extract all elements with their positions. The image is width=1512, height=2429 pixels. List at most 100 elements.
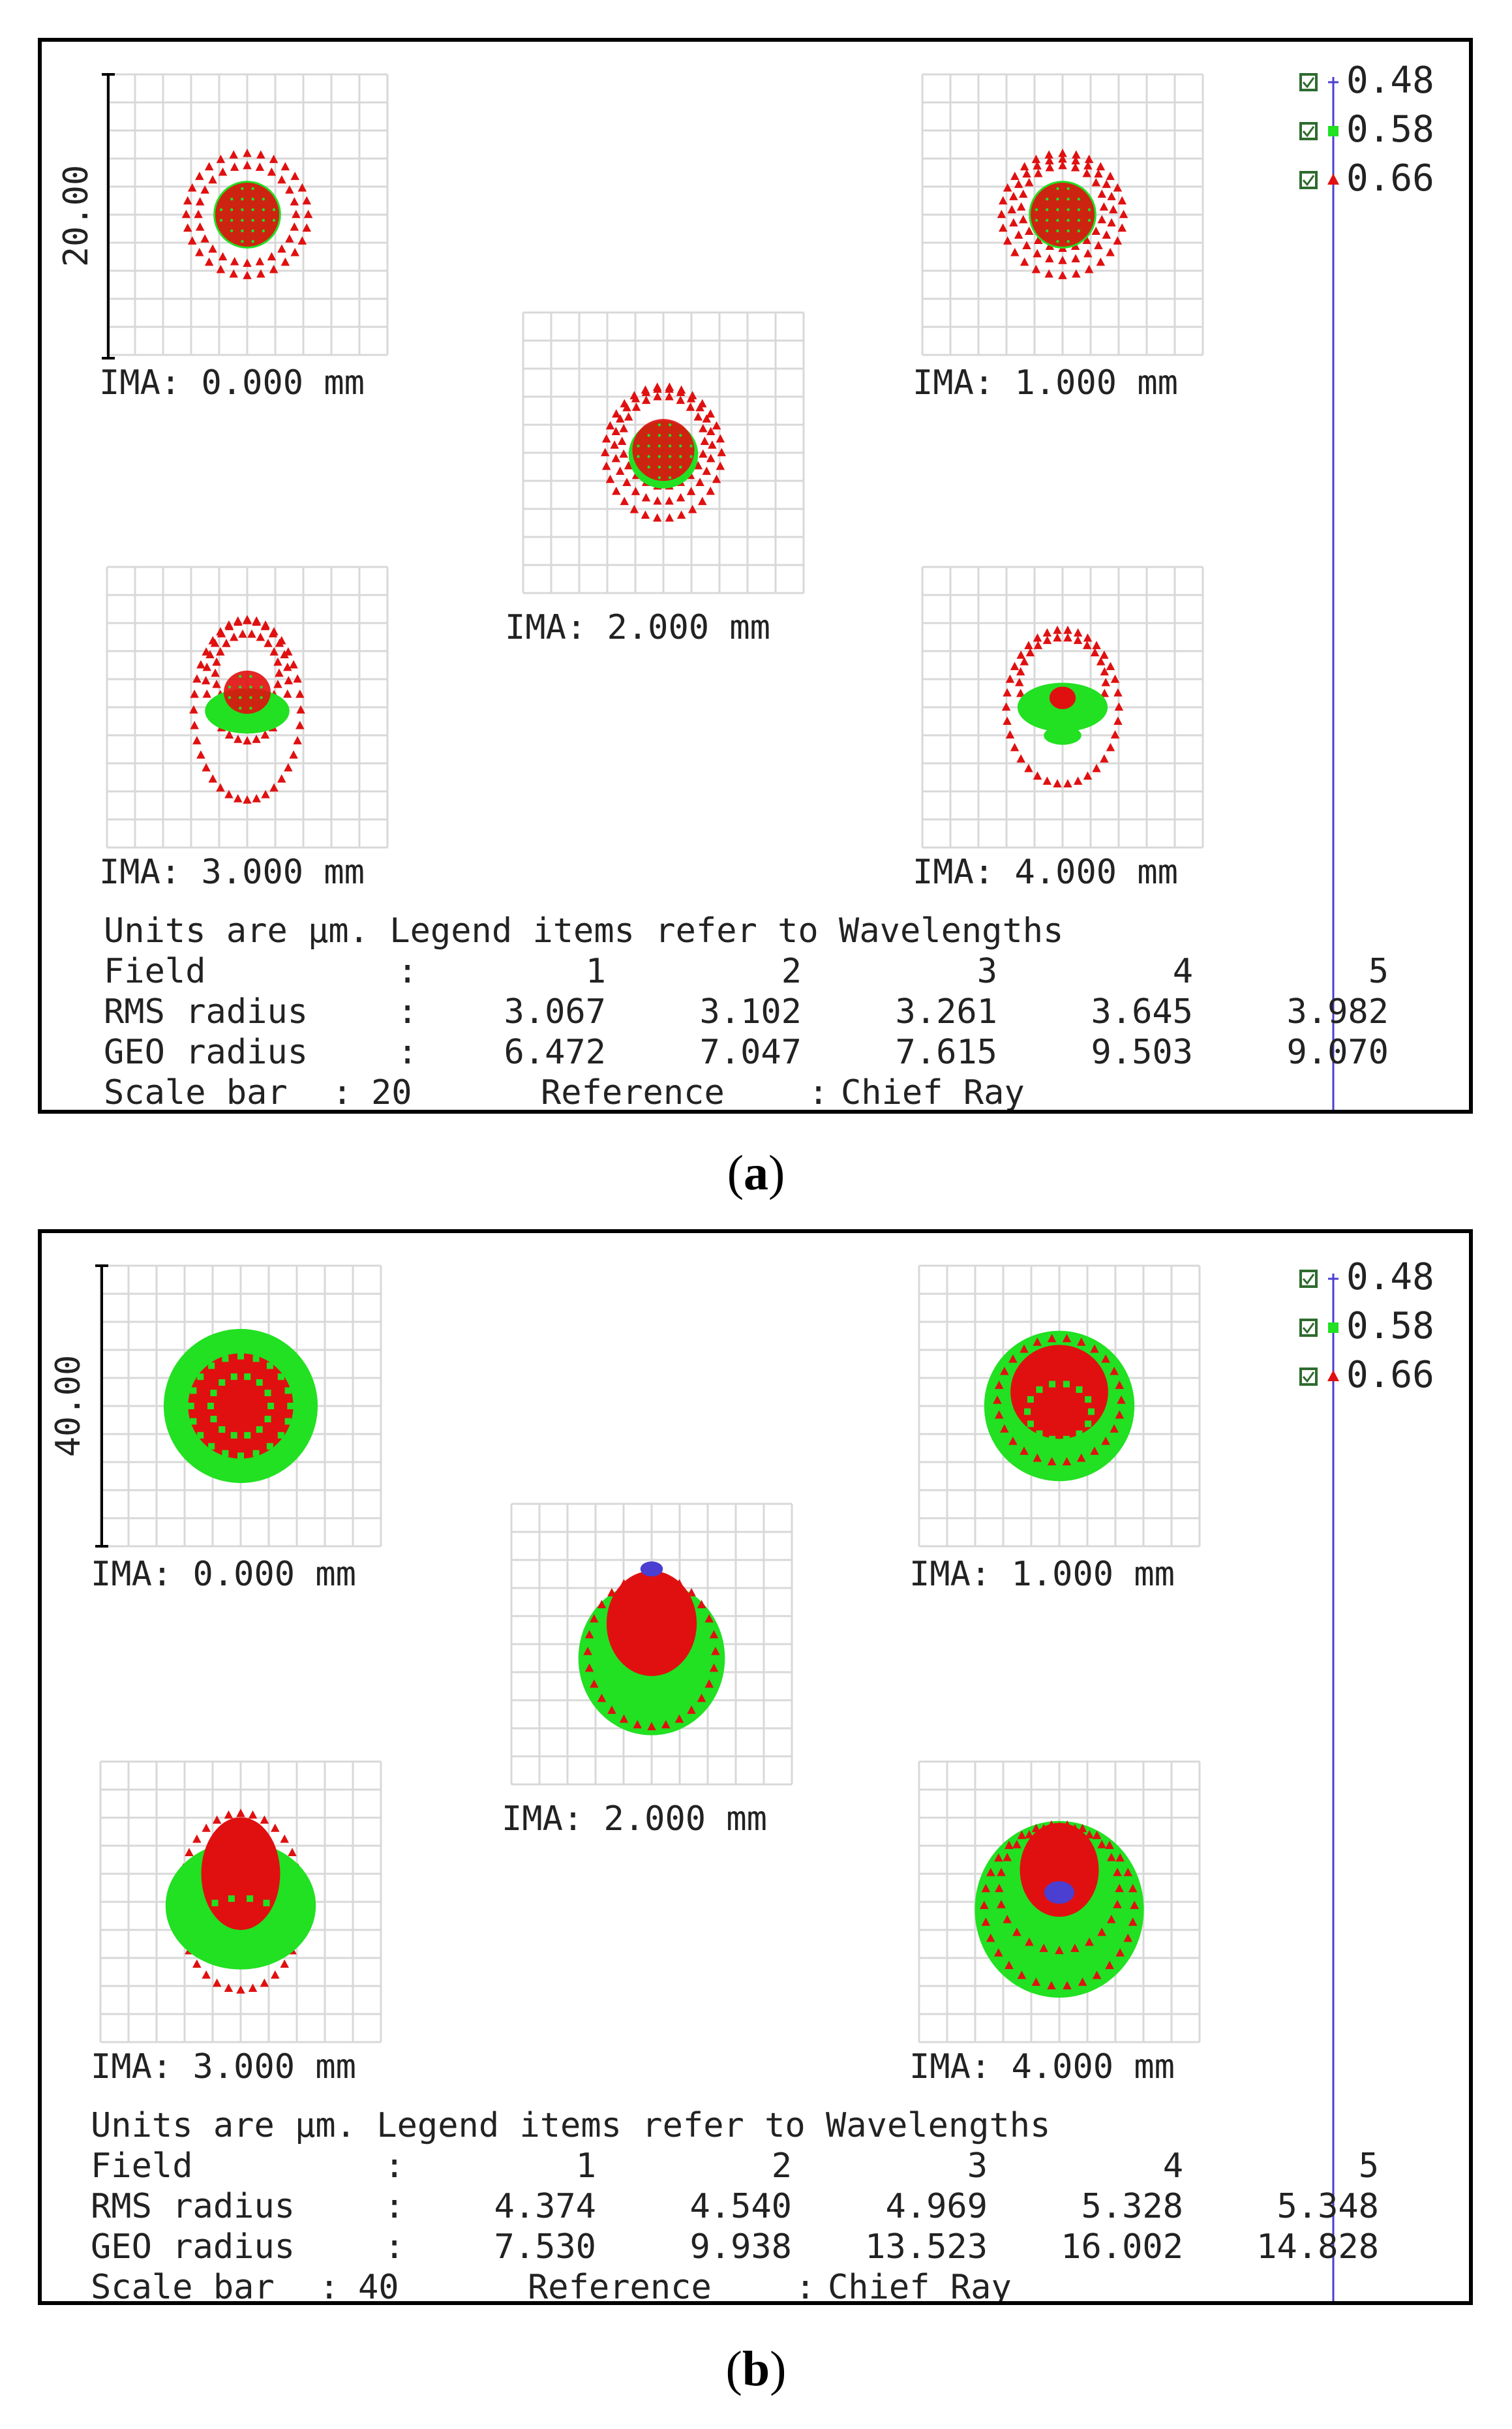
spot-marker xyxy=(612,486,621,495)
spot-gap xyxy=(260,696,263,699)
geo-value: 7.615 xyxy=(895,1033,997,1072)
spot-marker xyxy=(190,689,199,698)
spot-gap xyxy=(1056,239,1059,243)
spot-marker xyxy=(1017,1970,1027,1979)
spot-marker xyxy=(216,264,226,273)
spot-marker xyxy=(611,453,621,463)
spot-marker xyxy=(1073,776,1083,785)
spot-marker xyxy=(244,1373,251,1381)
spot-marker xyxy=(1106,662,1115,671)
spot-marker xyxy=(204,257,214,266)
spot-gap xyxy=(249,707,252,710)
spot-marker xyxy=(1058,271,1067,279)
spot-marker xyxy=(284,763,293,772)
spot-marker xyxy=(1113,1899,1122,1908)
spot-marker xyxy=(284,1387,292,1394)
spot-marker xyxy=(1128,1884,1138,1893)
scale-bar-label: 40.00 xyxy=(49,1355,88,1458)
spot-fill xyxy=(188,1353,294,1459)
table-row-label: GEO radius xyxy=(91,2227,295,2267)
table-row-label: Field xyxy=(91,2146,193,2186)
spot-marker xyxy=(1008,1436,1018,1445)
spot-marker xyxy=(1083,633,1093,642)
field-number: 4 xyxy=(1173,952,1193,991)
spot-marker xyxy=(224,789,234,799)
spot-marker xyxy=(617,436,627,445)
spot-marker xyxy=(277,1431,284,1439)
spot-marker xyxy=(196,750,205,759)
checkmark-icon xyxy=(1302,1274,1315,1285)
triangle-marker-icon xyxy=(1327,174,1339,185)
spot-marker xyxy=(264,638,273,647)
spot-marker xyxy=(584,1663,594,1672)
spot-marker xyxy=(266,1443,273,1450)
rms-value: 3.261 xyxy=(895,992,997,1031)
figure-label-a: (a) xyxy=(727,1146,785,1200)
spot-marker xyxy=(269,155,279,163)
spot-marker xyxy=(693,461,703,470)
spot-marker xyxy=(704,1679,714,1688)
spot-marker xyxy=(275,638,284,647)
spot-field xyxy=(165,1809,316,1994)
table-colon: : xyxy=(808,1073,828,1110)
spot-marker xyxy=(1003,1852,1012,1861)
spot-marker xyxy=(1053,625,1062,634)
spot-marker xyxy=(303,209,313,219)
spot-marker xyxy=(252,1450,260,1457)
spot-marker xyxy=(212,679,221,688)
spot-marker xyxy=(1003,1914,1012,1923)
spot-marker xyxy=(247,629,256,638)
table-colon: : xyxy=(384,2227,404,2267)
spot-marker xyxy=(238,629,247,638)
spot-gap xyxy=(239,675,242,679)
spot-marker xyxy=(183,223,192,232)
spot-gap xyxy=(1077,229,1081,233)
spot-marker xyxy=(197,1431,204,1439)
spot-gap xyxy=(239,696,242,699)
spot-marker xyxy=(189,705,198,714)
table-colon: : xyxy=(319,2268,339,2301)
spot-gap xyxy=(262,208,265,211)
spot-marker xyxy=(712,474,721,483)
spot-marker xyxy=(1020,656,1029,665)
spot-gap xyxy=(1056,219,1059,222)
spot-marker xyxy=(1073,635,1083,645)
spot-marker xyxy=(1058,160,1067,170)
field-number: 5 xyxy=(1368,952,1389,991)
table-colon: : xyxy=(795,2268,815,2301)
spot-marker xyxy=(695,478,704,487)
spot-marker xyxy=(210,1390,217,1397)
spot-marker xyxy=(261,789,270,799)
spot-marker xyxy=(256,150,265,159)
spot-marker xyxy=(185,1848,194,1857)
checkbox-icon xyxy=(1299,1319,1318,1337)
spot-marker xyxy=(224,730,234,739)
spot-fill xyxy=(1010,1345,1108,1439)
spot-marker xyxy=(612,409,621,418)
spot-marker xyxy=(269,647,279,656)
spot-marker xyxy=(1015,678,1024,686)
spot-gap xyxy=(241,187,244,191)
spot-marker xyxy=(256,1426,263,1433)
spot-marker xyxy=(1042,776,1052,785)
field-label: IMA: 3.000 mm xyxy=(91,2047,356,2086)
spot-marker xyxy=(1100,754,1109,763)
spot-marker xyxy=(620,496,629,506)
spot-fill xyxy=(215,183,279,247)
spot-marker xyxy=(271,1970,280,1979)
spot-marker xyxy=(1072,269,1081,278)
spot-marker xyxy=(641,388,651,396)
spot-marker xyxy=(1053,633,1062,642)
spot-gap xyxy=(1077,198,1081,201)
spot-marker xyxy=(1097,1927,1106,1936)
spot-marker xyxy=(1036,1386,1043,1393)
rms-value: 4.374 xyxy=(494,2187,596,2226)
field-label: IMA: 2.000 mm xyxy=(502,1799,767,1839)
spot-marker xyxy=(260,622,270,630)
spot-marker xyxy=(597,1600,607,1608)
spot-gap xyxy=(262,229,265,233)
spot-marker xyxy=(216,783,225,792)
spot-marker xyxy=(224,1810,234,1819)
spot-marker xyxy=(1005,674,1015,683)
spot-marker xyxy=(665,384,674,393)
